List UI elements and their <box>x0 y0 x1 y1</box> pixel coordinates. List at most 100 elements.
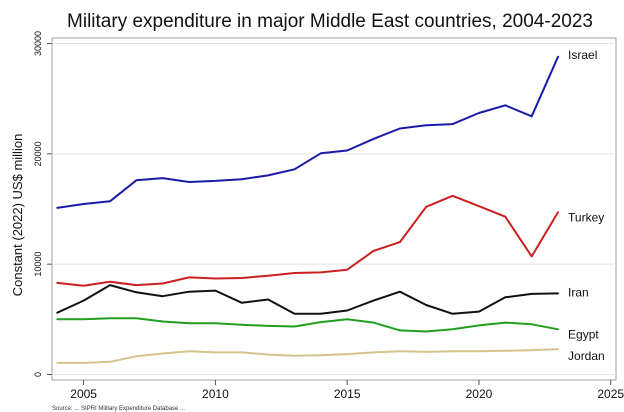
data-point-egypt <box>504 322 506 324</box>
data-point-iran <box>109 284 111 286</box>
series-line-turkey <box>56 194 559 287</box>
data-point-egypt <box>557 328 559 330</box>
data-point-egypt <box>320 321 322 323</box>
data-point-egypt <box>56 318 58 320</box>
data-point-turkey <box>557 211 559 213</box>
x-tick-label: 2010 <box>202 387 229 401</box>
data-point-iran <box>504 296 506 298</box>
data-point-jordan <box>56 362 58 364</box>
series-lines <box>56 55 559 364</box>
x-tick-label: 2020 <box>466 387 493 401</box>
data-point-egypt <box>399 329 401 331</box>
data-point-jordan <box>557 348 559 350</box>
series-line-israel <box>56 55 559 209</box>
data-point-iran <box>162 295 164 297</box>
data-point-jordan <box>320 354 322 356</box>
data-point-jordan <box>425 351 427 353</box>
grid-lines <box>52 43 616 375</box>
data-point-israel <box>557 56 559 58</box>
data-point-jordan <box>109 361 111 363</box>
data-point-israel <box>135 179 137 181</box>
plot-frame <box>51 37 617 381</box>
data-point-turkey <box>451 195 454 197</box>
data-point-iran <box>531 293 533 295</box>
footer-note: Source: ... SIPRI Military Expenditure D… <box>52 406 185 412</box>
data-point-egypt <box>109 317 111 319</box>
data-point-iran <box>557 292 559 294</box>
data-point-egypt <box>188 322 190 324</box>
data-point-turkey <box>162 282 164 285</box>
data-point-turkey <box>188 276 190 278</box>
y-tick-label: 10000 <box>33 252 43 277</box>
y-axis: 0 10000 20000 30000 <box>33 31 52 377</box>
data-point-turkey <box>293 272 296 274</box>
data-point-iran <box>267 298 269 301</box>
data-point-turkey <box>56 282 58 284</box>
series-line-iran <box>56 284 559 315</box>
data-point-jordan <box>188 350 190 352</box>
x-tick-label: 2015 <box>334 387 361 401</box>
data-point-israel <box>478 112 480 114</box>
y-tick-label: 20000 <box>33 141 43 166</box>
data-point-iran <box>214 290 217 292</box>
data-point-israel <box>451 123 454 125</box>
data-point-iran <box>372 299 375 302</box>
data-point-israel <box>399 127 401 130</box>
data-point-turkey <box>346 269 348 271</box>
series-line-jordan <box>56 348 559 364</box>
data-point-egypt <box>531 323 533 325</box>
data-point-jordan <box>162 352 164 355</box>
data-point-jordan <box>372 351 375 354</box>
chart-title: Military expenditure in major Middle Eas… <box>67 11 593 32</box>
data-point-egypt <box>162 320 164 323</box>
data-point-israel <box>293 168 296 170</box>
series-label-turkey: Turkey <box>568 210 604 224</box>
data-point-egypt <box>241 324 243 326</box>
data-point-egypt <box>372 322 375 324</box>
data-point-jordan <box>214 351 217 354</box>
series-label-iran: Iran <box>568 285 589 299</box>
data-point-jordan <box>399 350 401 352</box>
data-point-israel <box>162 177 164 179</box>
data-point-turkey <box>372 250 375 252</box>
data-point-egypt <box>135 317 137 319</box>
data-point-jordan <box>531 349 533 351</box>
data-point-turkey <box>267 275 269 277</box>
data-point-iran <box>56 312 58 314</box>
data-point-jordan <box>135 355 137 357</box>
data-point-israel <box>241 178 243 180</box>
data-point-iran <box>83 299 85 302</box>
data-point-turkey <box>214 277 217 280</box>
data-point-iran <box>478 311 480 313</box>
data-point-israel <box>346 149 348 152</box>
data-point-israel <box>531 115 533 117</box>
data-point-egypt <box>346 318 348 320</box>
data-point-egypt <box>451 328 454 330</box>
series-label-jordan: Jordan <box>568 349 605 363</box>
data-point-iran <box>320 313 322 315</box>
data-point-iran <box>241 302 243 304</box>
data-point-israel <box>109 200 111 202</box>
data-point-iran <box>293 313 296 315</box>
data-point-turkey <box>320 271 322 274</box>
data-point-jordan <box>478 350 480 352</box>
series-label-israel: Israel <box>568 48 597 62</box>
data-point-egypt <box>267 325 269 327</box>
data-point-israel <box>425 124 427 126</box>
data-point-jordan <box>241 351 243 354</box>
data-point-iran <box>346 309 348 312</box>
data-point-turkey <box>83 285 85 287</box>
data-point-egypt <box>478 324 480 326</box>
data-point-turkey <box>478 205 480 207</box>
data-point-turkey <box>135 284 137 286</box>
data-point-jordan <box>293 355 296 357</box>
data-point-israel <box>214 180 217 182</box>
data-point-turkey <box>109 281 111 283</box>
data-point-israel <box>504 104 506 106</box>
data-point-iran <box>425 304 427 306</box>
data-point-turkey <box>425 206 427 208</box>
y-tick-label: 0 <box>33 372 43 377</box>
y-axis-label: Constant (2022) US$ million <box>10 134 25 297</box>
series-line-egypt <box>56 317 559 333</box>
data-point-iran <box>399 291 401 293</box>
